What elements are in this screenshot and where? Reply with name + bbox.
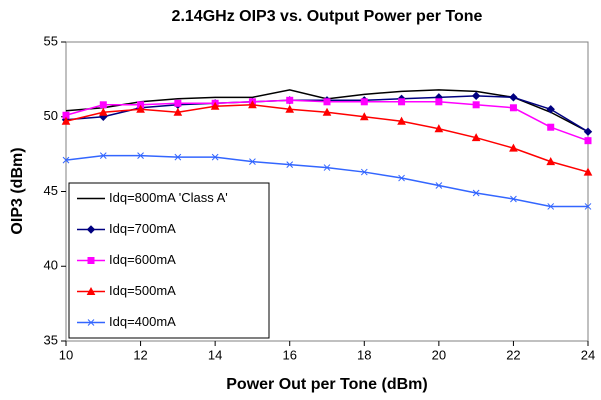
legend-marker	[87, 257, 95, 264]
marker	[435, 98, 443, 106]
marker	[286, 161, 294, 168]
legend-label: Idq=500mA	[109, 283, 176, 298]
legend-label: Idq=600mA	[109, 252, 176, 267]
marker	[286, 96, 294, 104]
x-tick-label: 22	[506, 347, 520, 362]
legend-marker	[87, 319, 95, 326]
marker	[249, 158, 256, 165]
y-tick-label: 45	[44, 183, 58, 198]
legend-marker	[86, 286, 96, 295]
marker	[583, 167, 593, 176]
y-tick-label: 55	[44, 33, 58, 48]
y-tick-label: 40	[44, 258, 58, 273]
marker	[174, 99, 182, 107]
marker	[62, 156, 70, 164]
marker	[398, 98, 406, 106]
marker	[509, 104, 517, 112]
y-tick-label: 50	[44, 108, 58, 123]
marker	[285, 104, 295, 113]
marker	[510, 195, 517, 203]
marker	[210, 101, 220, 110]
marker	[99, 101, 107, 109]
marker	[547, 203, 555, 210]
x-tick-label: 24	[581, 347, 595, 362]
marker	[211, 153, 219, 161]
x-tick-label: 12	[133, 347, 147, 362]
x-tick-label: 16	[282, 347, 296, 362]
x-tick-label: 10	[59, 347, 73, 362]
marker	[248, 100, 257, 109]
marker	[471, 133, 481, 142]
marker	[137, 152, 144, 159]
marker	[584, 203, 592, 210]
legend-label: Idq=800mA 'Class A'	[109, 190, 228, 205]
marker	[509, 143, 518, 152]
legend-marker	[86, 225, 96, 234]
marker	[174, 153, 182, 161]
x-tick-label: 18	[357, 347, 371, 362]
x-axis-label: Power Out per Tone (dBm)	[226, 376, 427, 393]
marker	[472, 189, 480, 197]
y-axis-label: OIP3 (dBm)	[9, 147, 26, 234]
marker	[323, 98, 331, 106]
x-tick-label: 20	[432, 347, 446, 362]
marker	[584, 137, 592, 145]
marker	[98, 107, 108, 116]
marker	[472, 101, 480, 109]
chart-title: 2.14GHz OIP3 vs. Output Power per Tone	[172, 8, 483, 25]
marker	[323, 164, 331, 171]
legend-label: Idq=400mA	[109, 314, 176, 329]
marker	[360, 168, 368, 176]
marker	[397, 116, 406, 125]
marker	[546, 105, 555, 114]
marker	[322, 107, 332, 116]
marker	[471, 91, 481, 101]
marker	[509, 93, 518, 102]
marker	[398, 174, 405, 182]
marker	[359, 112, 369, 121]
marker	[360, 98, 368, 106]
x-tick-label: 14	[208, 347, 222, 362]
marker	[173, 107, 183, 116]
marker	[546, 157, 556, 166]
marker	[136, 104, 145, 113]
marker	[583, 127, 593, 136]
marker	[547, 123, 555, 131]
marker	[99, 152, 107, 159]
legend-label: Idq=700mA	[109, 221, 176, 236]
marker	[434, 124, 444, 133]
y-tick-label: 35	[44, 332, 58, 347]
marker	[435, 182, 443, 189]
marker	[61, 116, 71, 125]
